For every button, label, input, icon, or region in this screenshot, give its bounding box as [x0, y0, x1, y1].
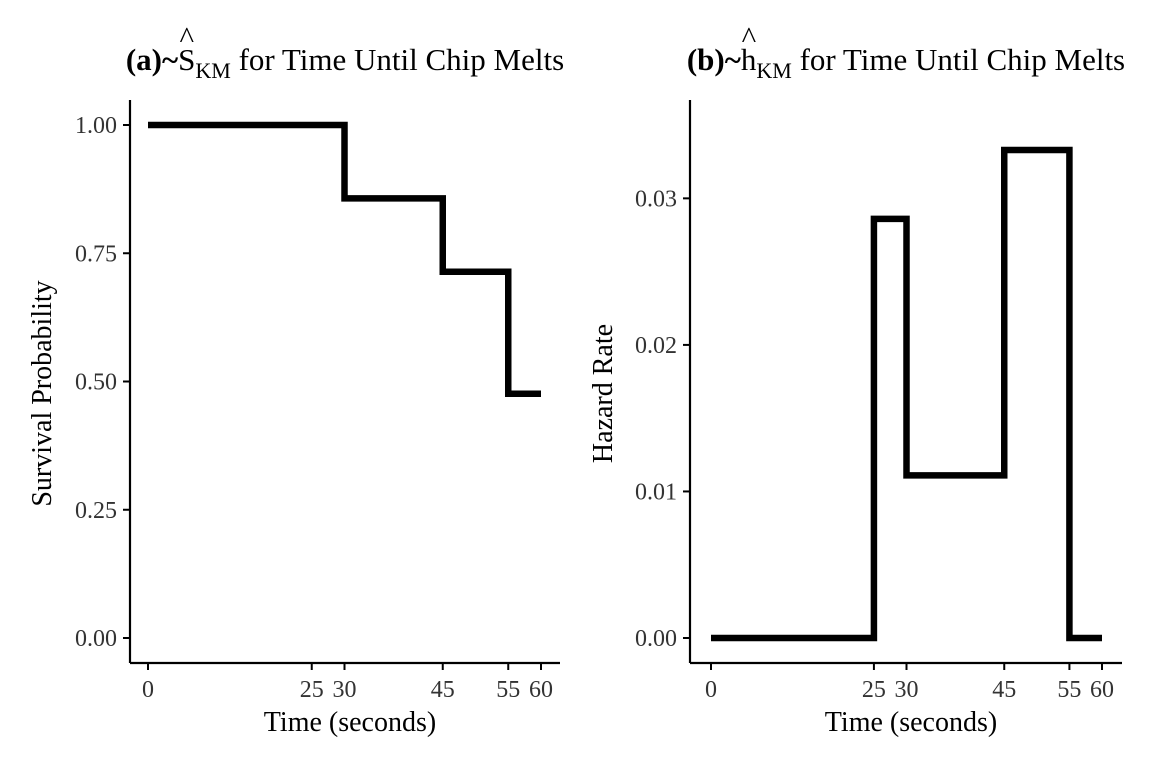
chart-title-prefix: (a)~	[126, 42, 178, 77]
x-tick-label: 55	[496, 677, 520, 703]
chart-title-rest: for Time Until Chip Melts	[792, 42, 1125, 77]
y-tick-label: 0.00	[635, 626, 677, 652]
y-tick-label: 1.00	[75, 113, 117, 139]
x-tick-label: 60	[1090, 677, 1114, 703]
x-tick-label: 45	[992, 677, 1016, 703]
chart-title-rest: for Time Until Chip Melts	[231, 42, 564, 77]
x-tick-label: 55	[1057, 677, 1081, 703]
chart-title-subscript: KM	[195, 58, 230, 83]
x-tick-label: 45	[431, 677, 455, 703]
y-tick-label: 0.75	[75, 241, 117, 267]
y-tick-label: 0.25	[75, 498, 117, 524]
step-series-line-b	[711, 150, 1102, 638]
x-tick-label: 25	[300, 677, 324, 703]
y-tick-label: 0.01	[635, 479, 677, 505]
y-tick-label: 0.00	[75, 626, 117, 652]
chart-title-hat: ^	[742, 20, 757, 55]
chart-panel-a: (a)~SKM for Time Until Chip Melts0.000.2…	[27, 20, 564, 738]
y-axis-label-b: Hazard Rate	[588, 324, 619, 463]
x-tick-label: 0	[705, 677, 717, 703]
x-axis-label-b: Time (seconds)	[825, 707, 997, 738]
chart-title-subscript: KM	[756, 58, 791, 83]
x-tick-label: 30	[895, 677, 919, 703]
x-tick-label: 25	[862, 677, 886, 703]
y-axis-label-a: Survival Probability	[27, 280, 58, 506]
y-tick-label: 0.02	[635, 333, 677, 359]
step-series-line-a	[148, 125, 541, 394]
x-axis-label-a: Time (seconds)	[264, 707, 436, 738]
chart-title-prefix: (b)~	[687, 42, 741, 77]
x-tick-label: 60	[529, 677, 553, 703]
x-tick-label: 30	[333, 677, 357, 703]
chart-title-hat: ^	[179, 20, 194, 55]
y-tick-label: 0.03	[635, 186, 677, 212]
y-tick-label: 0.50	[75, 370, 117, 396]
chart-panel-b: (b)~hKM for Time Until Chip Melts0.000.0…	[588, 20, 1125, 738]
x-tick-label: 0	[142, 677, 154, 703]
